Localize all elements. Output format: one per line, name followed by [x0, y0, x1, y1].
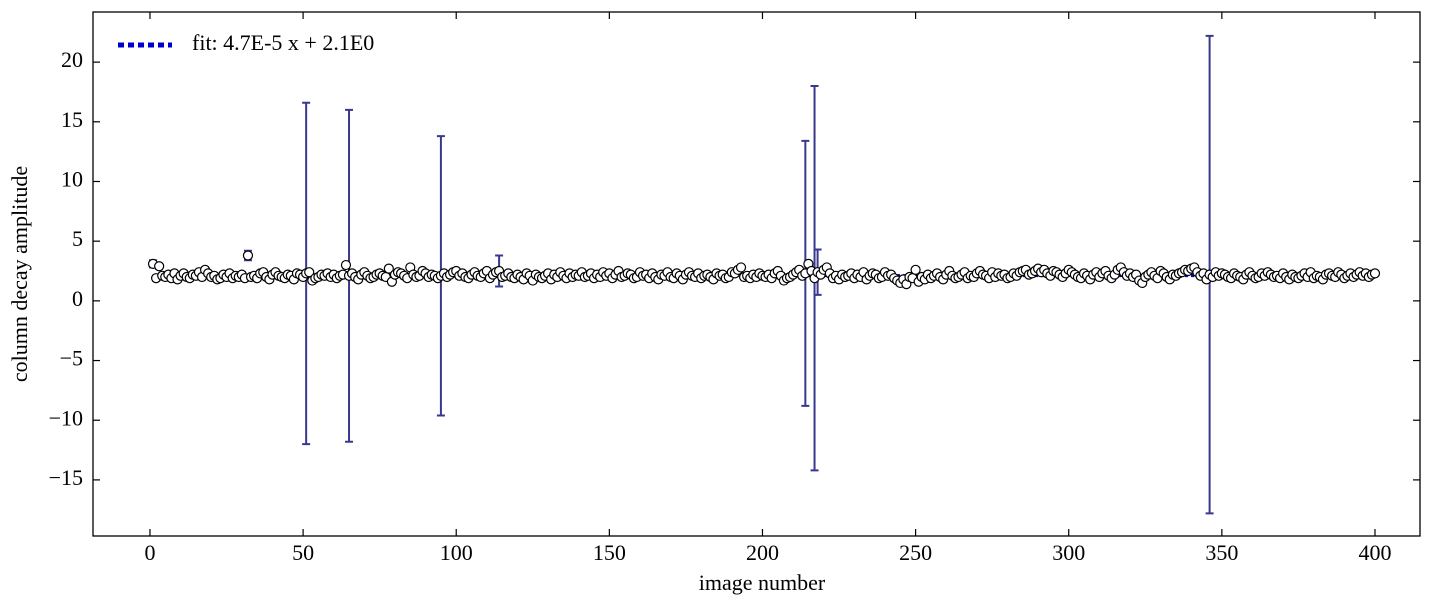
y-tick-label: 20 [61, 47, 83, 72]
y-tick-label: 15 [61, 107, 83, 132]
y-tick-label: 10 [61, 167, 83, 192]
legend-label: fit: 4.7E-5 x + 2.1E0 [192, 30, 374, 55]
y-tick-label: −5 [60, 346, 83, 371]
data-point [242, 250, 254, 261]
data-point [1369, 268, 1381, 279]
x-tick-label: 400 [1358, 540, 1391, 565]
y-tick-label: 0 [72, 286, 83, 311]
y-tick-label: 5 [72, 226, 83, 251]
data-point [383, 263, 394, 274]
x-tick-label: 50 [292, 540, 314, 565]
plot-frame [92, 11, 1421, 537]
data-point [910, 264, 921, 275]
x-tick-label: 150 [593, 540, 626, 565]
x-tick-label: 350 [1205, 540, 1238, 565]
y-tick-label: −10 [49, 405, 83, 430]
data-point [340, 259, 352, 271]
data-point [154, 261, 165, 272]
y-axis-label: column decay amplitude [7, 166, 32, 382]
x-tick-label: 200 [746, 540, 779, 565]
x-tick-label: 100 [440, 540, 473, 565]
x-tick-label: 250 [899, 540, 932, 565]
x-axis-label: image number [699, 570, 826, 595]
x-tick-label: 300 [1052, 540, 1085, 565]
y-tick-label: −15 [49, 465, 83, 490]
data-point [735, 262, 747, 273]
x-tick-label: 0 [144, 540, 155, 565]
